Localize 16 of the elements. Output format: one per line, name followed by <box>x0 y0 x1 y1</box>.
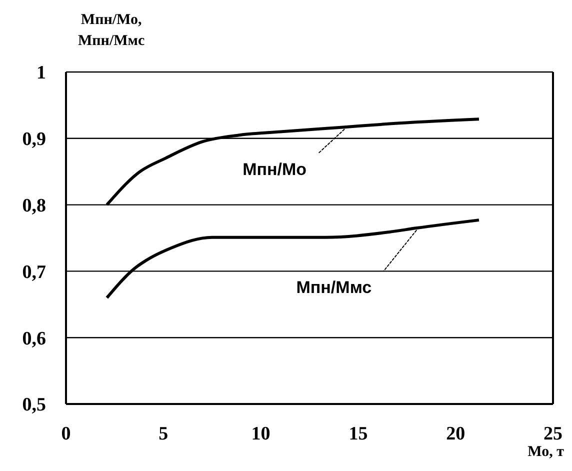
x-tick-label: 20 <box>446 423 466 444</box>
x-tick-label: 10 <box>251 423 270 444</box>
y-axis-title: Мпн/Мо, Мпн/Ммс <box>78 11 145 51</box>
x-tick-label: 15 <box>348 423 368 444</box>
x-axis-title: Мо, т <box>528 444 564 461</box>
x-tick-label: 25 <box>544 423 562 444</box>
y-tick-label: 0,6 <box>22 328 46 350</box>
text: Мпн/Ммс <box>296 278 372 298</box>
y-tick-label: 0,9 <box>22 129 46 150</box>
y-tick-label: 0,7 <box>22 262 46 283</box>
y-tick-label: 0,5 <box>22 394 46 416</box>
x-tick-label: 0 <box>61 423 71 444</box>
x-tick-label: 5 <box>158 423 168 444</box>
y-tick-label: 1 <box>36 62 46 84</box>
y-tick-label: 0,8 <box>22 196 46 217</box>
series-label: Мпн/Мо <box>242 160 307 180</box>
